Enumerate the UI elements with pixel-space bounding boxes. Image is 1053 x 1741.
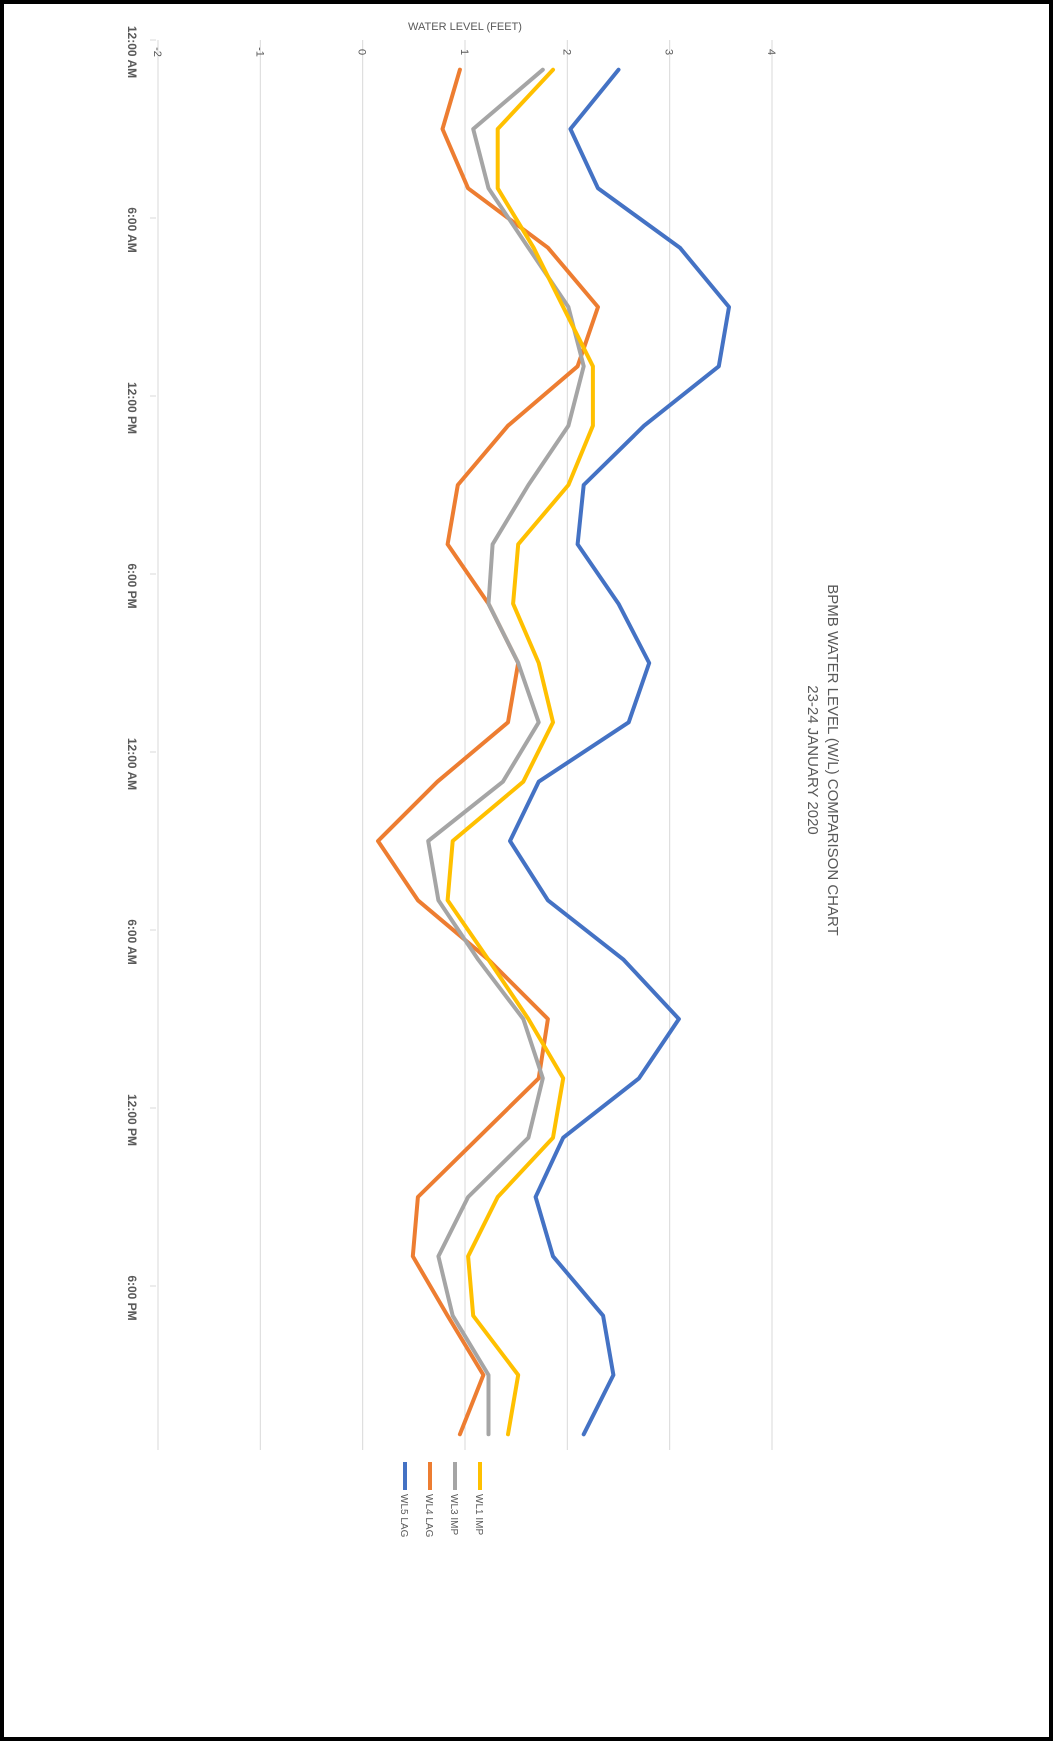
axis-title: WATER LEVEL (FEET) <box>408 21 522 33</box>
x-tick-label: 12:00 PM <box>125 382 139 434</box>
legend-label: WL4 LAG <box>423 1494 434 1538</box>
y-tick-label: -2 <box>151 47 163 57</box>
legend-label: WL3 IMP <box>448 1494 459 1535</box>
x-tick-label: 6:00 PM <box>125 1275 139 1320</box>
chart-title: BPMB WATER LEVEL (W/L) COMPARISON CHART <box>824 584 841 935</box>
x-tick-label: 12:00 AM <box>125 26 139 78</box>
y-tick-label: 4 <box>765 49 777 55</box>
legend-label: WL1 IMP <box>473 1494 484 1535</box>
x-tick-label: 6:00 AM <box>125 919 139 965</box>
series-line <box>426 67 586 1437</box>
y-tick-label: 2 <box>560 49 572 55</box>
y-tick-label: 1 <box>458 49 470 55</box>
title-group: BPMB WATER LEVEL (W/L) COMPARISON CHART … <box>804 584 841 935</box>
x-tick-label: 6:00 AM <box>125 207 139 253</box>
series-line <box>445 67 595 1437</box>
series-line <box>508 67 731 1437</box>
y-tick-label: -1 <box>253 47 265 57</box>
x-tick-label: 12:00 PM <box>125 1094 139 1146</box>
x-tick-label: 6:00 PM <box>125 563 139 608</box>
x-tick-label: 12:00 AM <box>125 738 139 790</box>
y-tick-label: 3 <box>663 49 675 55</box>
legend-label: WL5 LAG <box>398 1494 409 1538</box>
y-tick-label: 0 <box>356 49 368 55</box>
series-line <box>376 67 600 1437</box>
chart-subtitle: 23-24 JANUARY 2020 <box>804 685 821 835</box>
